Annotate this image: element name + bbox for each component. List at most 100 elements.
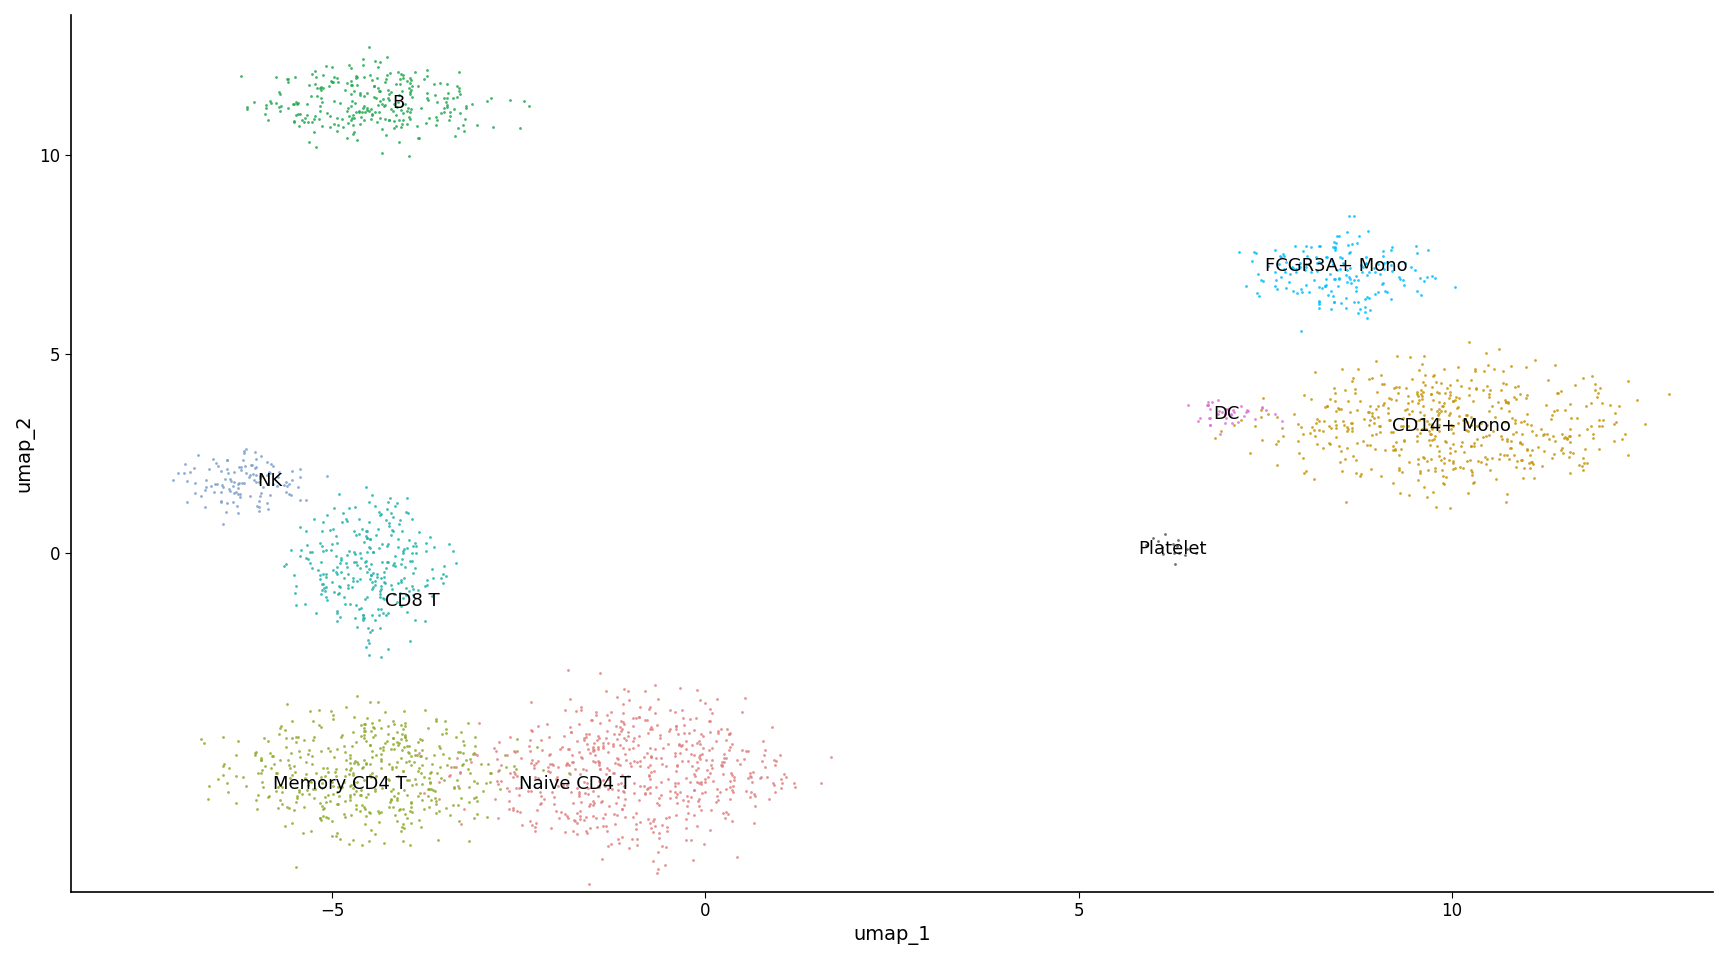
Point xyxy=(622,710,650,726)
Point xyxy=(361,105,389,120)
Point xyxy=(598,836,626,852)
Point xyxy=(356,67,384,83)
Point xyxy=(384,594,411,610)
Point xyxy=(1528,420,1555,436)
Point xyxy=(346,561,373,576)
Point xyxy=(368,804,396,820)
Point xyxy=(432,94,460,109)
Point xyxy=(1585,412,1612,427)
Point xyxy=(1248,432,1275,447)
Point xyxy=(320,779,347,794)
Point xyxy=(308,583,335,598)
Point xyxy=(679,758,707,774)
Point xyxy=(1370,283,1398,299)
Point xyxy=(636,815,664,830)
Point xyxy=(453,753,480,768)
Point xyxy=(1493,434,1521,449)
Point xyxy=(209,477,237,492)
Point xyxy=(385,516,413,532)
Point xyxy=(1365,419,1393,434)
Point xyxy=(638,722,665,737)
Point xyxy=(397,73,425,88)
Point xyxy=(1332,494,1360,510)
Point xyxy=(1597,397,1624,413)
Point xyxy=(1419,268,1446,283)
Point xyxy=(517,723,544,738)
Point xyxy=(1403,472,1431,488)
Point xyxy=(233,100,261,115)
Point xyxy=(589,735,617,751)
Point xyxy=(375,92,403,108)
Point xyxy=(354,620,382,636)
Point xyxy=(335,543,363,559)
Point xyxy=(358,743,385,758)
Point xyxy=(306,98,334,113)
Point xyxy=(657,703,684,718)
Point xyxy=(1588,396,1616,411)
Point xyxy=(615,741,643,756)
Point xyxy=(349,611,377,626)
Point xyxy=(354,85,382,101)
Point xyxy=(1548,426,1576,442)
Point xyxy=(610,731,638,746)
Point xyxy=(361,498,389,514)
Point xyxy=(399,539,427,554)
Point xyxy=(1270,248,1298,263)
Point xyxy=(214,465,242,480)
Point xyxy=(631,684,658,699)
Point xyxy=(427,759,454,775)
Point xyxy=(541,797,569,812)
Point xyxy=(435,751,463,766)
Point xyxy=(643,866,670,881)
Point xyxy=(316,793,344,808)
Point xyxy=(396,633,423,648)
Point xyxy=(323,769,351,784)
Point xyxy=(555,741,582,756)
Point xyxy=(1403,428,1431,444)
Point xyxy=(223,732,251,748)
Point xyxy=(1325,278,1353,294)
Point xyxy=(264,465,292,480)
Point xyxy=(370,91,397,107)
Point xyxy=(266,792,294,807)
Point xyxy=(577,796,605,811)
Point xyxy=(320,75,347,90)
Point xyxy=(1144,533,1172,548)
Point xyxy=(646,727,674,742)
Point xyxy=(219,494,247,510)
Point xyxy=(370,590,397,606)
Point xyxy=(1398,372,1426,387)
Point xyxy=(643,779,670,794)
Point xyxy=(339,573,366,588)
Point xyxy=(325,578,353,593)
Point xyxy=(499,758,527,774)
Point xyxy=(366,760,394,776)
Point xyxy=(418,562,446,577)
Point xyxy=(1242,246,1270,261)
Point xyxy=(1403,421,1431,437)
Point xyxy=(320,563,347,578)
Point xyxy=(1353,289,1381,304)
Point xyxy=(473,809,501,825)
Point xyxy=(353,733,380,749)
Point xyxy=(1427,403,1455,419)
Point xyxy=(403,545,430,561)
Point xyxy=(366,581,394,596)
Point xyxy=(401,755,429,770)
Point xyxy=(696,765,724,780)
Point xyxy=(558,755,586,770)
Point xyxy=(1491,376,1519,392)
Point xyxy=(1496,441,1524,456)
Point xyxy=(1455,335,1483,350)
Point xyxy=(1386,460,1414,475)
Point xyxy=(302,765,330,780)
Point xyxy=(375,537,403,552)
Point xyxy=(1557,466,1585,481)
Point xyxy=(375,800,403,815)
Point xyxy=(1410,274,1438,289)
Point xyxy=(368,536,396,551)
Point xyxy=(276,541,304,557)
Point xyxy=(613,724,641,739)
Point xyxy=(209,516,237,532)
Point xyxy=(308,812,335,828)
